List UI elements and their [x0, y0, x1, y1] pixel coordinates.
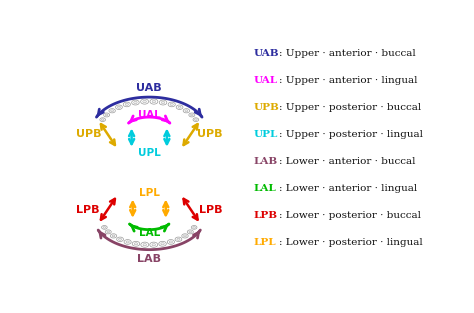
Text: UAL: UAL	[138, 110, 161, 120]
Circle shape	[134, 101, 137, 104]
Circle shape	[168, 102, 175, 107]
Circle shape	[141, 99, 148, 104]
Text: : Upper · anterior · buccal: : Upper · anterior · buccal	[279, 49, 416, 58]
Circle shape	[132, 100, 139, 105]
Circle shape	[175, 237, 182, 242]
Text: : Lower · anterior · buccal: : Lower · anterior · buccal	[279, 157, 415, 166]
Circle shape	[152, 100, 155, 103]
Circle shape	[152, 244, 155, 246]
Circle shape	[143, 244, 146, 246]
Text: : Upper · anterior · lingual: : Upper · anterior · lingual	[279, 76, 418, 85]
Circle shape	[110, 234, 117, 238]
Circle shape	[117, 237, 123, 242]
Circle shape	[105, 230, 111, 234]
Text: LPL: LPL	[139, 188, 160, 198]
Circle shape	[112, 235, 115, 237]
Circle shape	[126, 241, 129, 243]
Circle shape	[169, 241, 173, 243]
Circle shape	[159, 100, 167, 105]
Text: LPB: LPB	[76, 205, 99, 215]
Circle shape	[191, 114, 193, 116]
Circle shape	[178, 106, 181, 108]
Text: UPB: UPB	[76, 129, 101, 139]
Circle shape	[118, 106, 120, 108]
Text: LAL: LAL	[138, 228, 160, 238]
Circle shape	[123, 102, 130, 107]
Text: LPL: LPL	[254, 238, 276, 247]
Text: LAB: LAB	[254, 157, 278, 166]
Text: UPB: UPB	[254, 103, 280, 112]
Circle shape	[107, 231, 109, 233]
Text: LAB: LAB	[137, 254, 161, 264]
Circle shape	[187, 230, 193, 234]
Circle shape	[101, 119, 104, 121]
Circle shape	[183, 235, 186, 237]
Circle shape	[177, 238, 180, 240]
Circle shape	[150, 242, 158, 247]
Circle shape	[183, 109, 190, 113]
Text: : Upper · posterior · buccal: : Upper · posterior · buccal	[279, 103, 421, 112]
Circle shape	[189, 113, 195, 117]
Circle shape	[143, 100, 146, 103]
Circle shape	[124, 240, 131, 244]
Circle shape	[185, 110, 188, 112]
Text: UAL: UAL	[254, 76, 278, 85]
Circle shape	[132, 241, 140, 246]
Circle shape	[176, 105, 183, 110]
Circle shape	[134, 243, 137, 245]
Circle shape	[191, 226, 197, 229]
Text: LPB: LPB	[254, 211, 278, 220]
Circle shape	[101, 226, 107, 229]
Text: : Upper · posterior · lingual: : Upper · posterior · lingual	[279, 130, 423, 139]
Circle shape	[110, 110, 114, 112]
Text: : Lower · posterior · buccal: : Lower · posterior · buccal	[279, 211, 421, 220]
Circle shape	[193, 227, 195, 228]
Text: UPL: UPL	[138, 148, 161, 158]
Text: UPB: UPB	[197, 129, 223, 139]
Circle shape	[109, 109, 115, 113]
Text: : Lower · posterior · lingual: : Lower · posterior · lingual	[279, 238, 423, 247]
Circle shape	[104, 113, 109, 117]
Text: LPB: LPB	[199, 205, 223, 215]
Circle shape	[150, 99, 158, 104]
Text: : Lower · anterior · lingual: : Lower · anterior · lingual	[279, 184, 417, 193]
Circle shape	[193, 118, 199, 121]
Circle shape	[105, 114, 108, 116]
Circle shape	[182, 234, 188, 238]
Circle shape	[189, 231, 191, 233]
Text: LAL: LAL	[254, 184, 277, 193]
Circle shape	[194, 119, 197, 121]
Circle shape	[161, 243, 164, 245]
Text: UPL: UPL	[254, 130, 278, 139]
Circle shape	[118, 238, 122, 240]
Circle shape	[159, 241, 166, 246]
Circle shape	[116, 105, 122, 110]
Text: UAB: UAB	[137, 84, 162, 94]
Circle shape	[103, 227, 106, 228]
Text: UAB: UAB	[254, 49, 280, 58]
Circle shape	[100, 118, 106, 121]
Circle shape	[170, 103, 173, 105]
Circle shape	[167, 240, 174, 244]
Circle shape	[141, 242, 149, 247]
Circle shape	[125, 103, 128, 105]
Circle shape	[161, 101, 165, 104]
